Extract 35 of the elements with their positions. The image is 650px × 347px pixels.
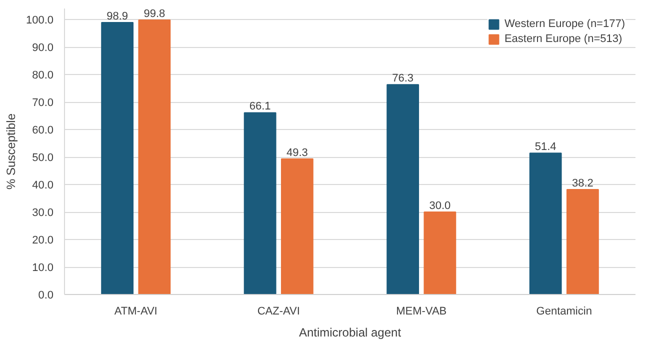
x-tick-label: CAZ-AVI — [257, 306, 300, 318]
data-label: 66.1 — [249, 100, 271, 113]
bar — [424, 212, 456, 294]
x-axis-title: Antimicrobial agent — [298, 326, 402, 340]
x-tick-label: ATM-AVI — [114, 306, 158, 318]
y-tick-label: 20.0 — [32, 234, 54, 246]
bar — [280, 158, 314, 294]
data-label: 76.3 — [392, 72, 414, 85]
y-tick-label: 100.0 — [26, 14, 54, 26]
bar — [529, 152, 562, 294]
y-tick-label: 30.0 — [32, 207, 54, 219]
y-tick-label: 70.0 — [32, 97, 54, 109]
data-label: 38.2 — [572, 177, 594, 190]
y-tick-label: 10.0 — [32, 262, 54, 274]
data-label: 30.0 — [429, 200, 451, 212]
data-label: 99.8 — [144, 8, 166, 20]
y-tick-label: 80.0 — [32, 70, 54, 82]
legend-label: Western Europe (n=177) — [504, 18, 625, 30]
y-tick-label: 0.0 — [38, 290, 54, 302]
bar — [386, 84, 420, 294]
bar — [566, 188, 599, 294]
legend-label: Eastern Europe (n=513) — [504, 33, 622, 45]
y-tick-label: 60.0 — [32, 124, 54, 136]
data-label: 49.3 — [286, 146, 308, 159]
y-axis-title: % Susceptible — [4, 113, 18, 190]
bar — [101, 22, 134, 294]
y-tick-label: 50.0 — [32, 152, 54, 164]
x-tick-label: Gentamicin — [536, 306, 592, 318]
x-tick-label: MEM-VAB — [396, 306, 447, 318]
bar — [138, 20, 171, 294]
y-tick-label: 40.0 — [32, 180, 54, 192]
y-tick-label: 90.0 — [32, 42, 54, 54]
data-label: 98.9 — [106, 10, 128, 23]
bar — [244, 112, 276, 294]
data-label: 51.4 — [534, 141, 556, 154]
